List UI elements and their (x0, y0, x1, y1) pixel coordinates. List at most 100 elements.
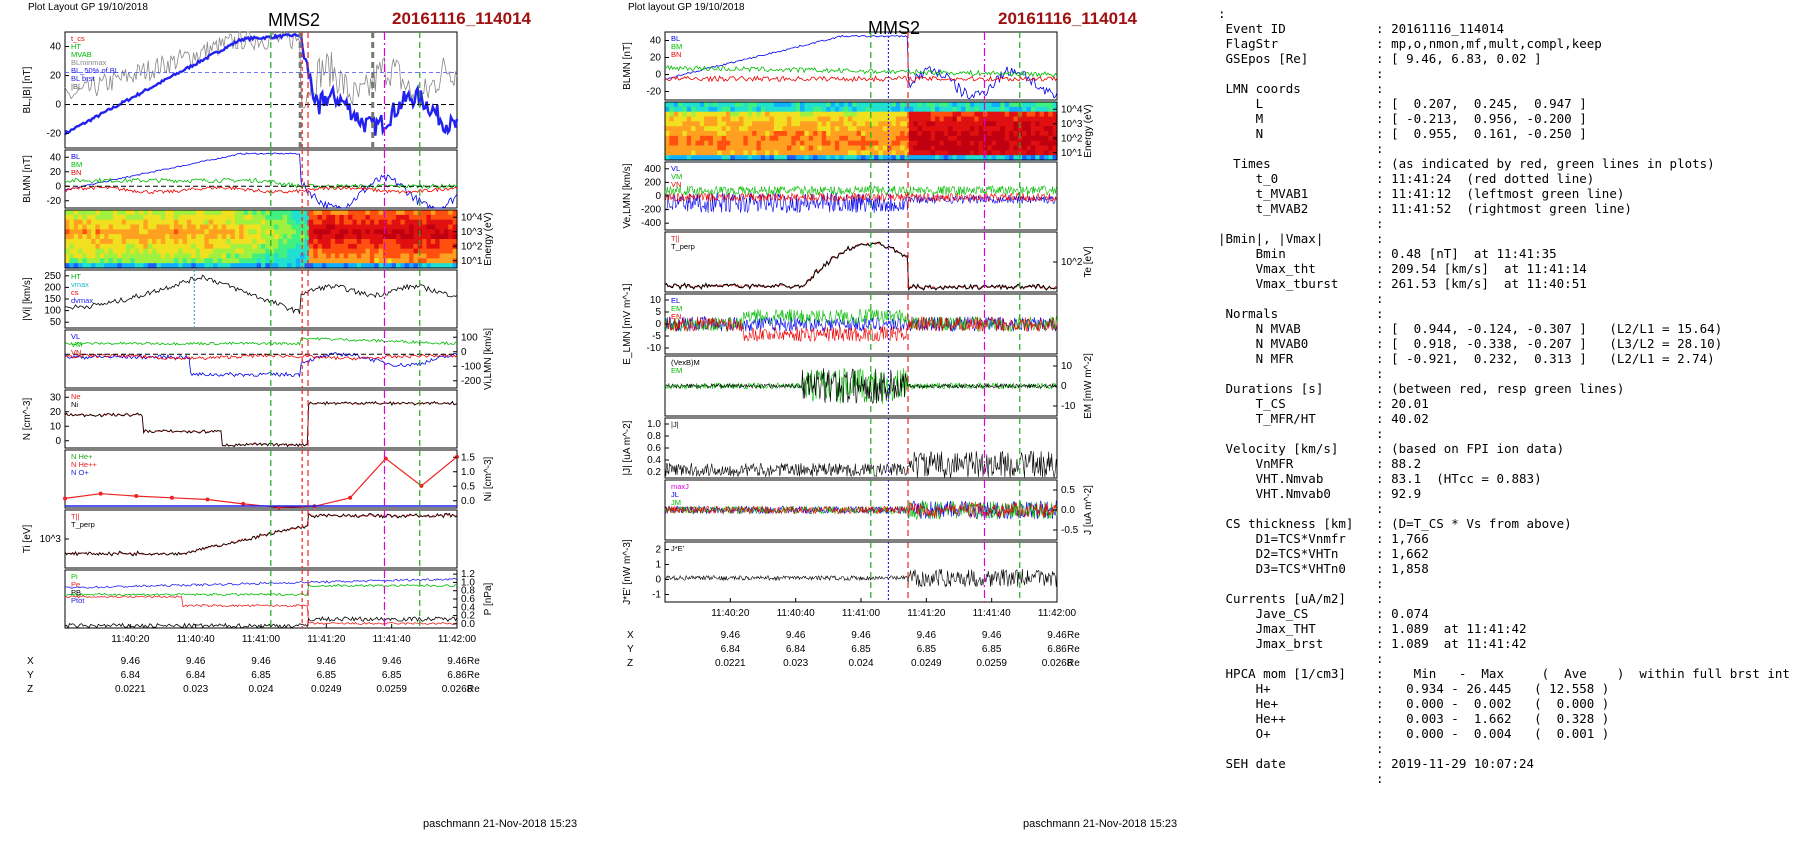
spectrogram-cell (965, 135, 971, 142)
info-line: He++ : 0.003 - 1.662 ( 0.328 ) (1218, 711, 1610, 726)
spectrogram-cell (813, 150, 819, 156)
spectrogram-cell (91, 229, 97, 235)
spectrogram-cell (743, 106, 749, 113)
spectrogram-cell (756, 140, 762, 147)
spectrogram-cell (112, 248, 118, 255)
spectrogram-cell (795, 106, 801, 113)
axis-label: |Vi| [km/s] (22, 277, 33, 321)
spectrogram-cell (73, 234, 79, 240)
info-line: L : [ 0.207, 0.245, 0.947 ] (1218, 96, 1587, 111)
spectrogram-cell (409, 248, 415, 255)
spectrogram-cell (195, 214, 201, 221)
spectrogram-cell (847, 126, 853, 132)
spectrogram-cell (252, 229, 258, 235)
spectrogram-cell (678, 140, 684, 147)
spectrogram-cell (678, 121, 684, 127)
spectrogram-cell (173, 219, 179, 226)
spectrogram-cell (221, 243, 227, 250)
spectrogram-cell (1022, 150, 1028, 156)
spectrogram-cell (169, 234, 175, 240)
spectrogram-cell (82, 214, 88, 221)
spectrogram-cell (956, 135, 962, 142)
info-line: Jave_CS : 0.074 (1218, 606, 1429, 621)
spectrogram-cell (847, 155, 853, 161)
spectrogram-cell (361, 214, 367, 221)
spectrogram-cell (878, 135, 884, 142)
spectrogram-cell (926, 145, 932, 151)
spectrogram-cell (926, 140, 932, 147)
spectrogram-cell (669, 150, 675, 156)
spectrogram-cell (69, 234, 75, 240)
spectrogram-cell (178, 239, 184, 245)
spectrogram-cell (208, 263, 214, 269)
info-line: N MVAB : [ 0.944, -0.124, -0.307 ] (L2/L… (1218, 321, 1723, 336)
spectrogram-cell (978, 121, 984, 127)
spectrogram-cell (117, 229, 123, 235)
spectrogram-cell (791, 131, 797, 137)
spectrogram-cell (156, 258, 162, 264)
spectrogram-cell (330, 253, 336, 259)
legend-entry: T|| (71, 512, 80, 521)
spectrogram-cell (839, 135, 845, 142)
spectrogram-cell (261, 239, 266, 245)
y-tick-label: 1 (655, 560, 661, 571)
spectrogram-cell (361, 234, 367, 240)
spectrogram-cell (882, 116, 888, 122)
spectrogram-cell (422, 248, 428, 255)
spectrogram-cell (821, 140, 827, 147)
spectrogram-cell (760, 155, 766, 161)
spectrogram-cell (130, 248, 136, 255)
spectrogram-cell (956, 102, 962, 108)
spectrogram-cell (708, 145, 714, 151)
spectrogram-cell (295, 258, 301, 264)
spectrogram-cell (869, 116, 875, 122)
info-line: : (1218, 651, 1384, 666)
ephem-value: 9.46 (121, 656, 141, 667)
spectrogram-cell (182, 248, 188, 255)
spectrogram-cell (165, 248, 171, 255)
spectrogram-cell (847, 111, 853, 118)
spectrogram-cell (252, 210, 258, 216)
spectrogram-cell (930, 121, 936, 127)
spectrogram-cell (852, 155, 858, 161)
spectrogram-cell (99, 234, 105, 240)
spectrogram-cell (952, 140, 958, 147)
spectrogram-cell (1039, 131, 1045, 137)
spectrogram-cell (112, 253, 118, 259)
spectrogram-cell (982, 155, 988, 161)
spectrogram-cell (356, 258, 362, 264)
spectrogram-cell (86, 214, 92, 221)
spectrogram-cell (982, 126, 988, 132)
spectrogram-cell (926, 150, 932, 156)
spectrogram-cell (291, 258, 297, 264)
spectrogram-cell (691, 131, 697, 137)
spectrogram-cell (969, 121, 975, 127)
spectrogram-cell (239, 219, 245, 226)
spectrogram-cell (717, 155, 723, 161)
legend-entry: t_cs (71, 34, 85, 43)
spectrogram-cell (721, 121, 727, 127)
spectrogram-cell (891, 155, 897, 161)
info-line: t_MVAB1 : 11:41:12 (leftmost green line) (1218, 186, 1625, 201)
spectrogram-cell (1048, 140, 1054, 147)
spectrogram-cell (443, 234, 449, 240)
spectrogram-cell (974, 145, 980, 151)
spectrogram-cell (917, 145, 923, 151)
spectrogram-cell (382, 263, 388, 269)
spectrogram-cell (409, 224, 415, 230)
spectrogram-cell (708, 121, 714, 127)
spectrogram-cell (908, 106, 914, 113)
spectrogram-cell (382, 234, 388, 240)
spectrogram-cell (996, 140, 1001, 147)
axis-label: BLMN [nT] (622, 42, 633, 90)
spectrogram-cell (86, 224, 92, 230)
spectrogram-cell (282, 258, 288, 264)
spectrogram-cell (921, 155, 927, 161)
spectrogram-cell (991, 116, 997, 122)
spectrogram-cell (226, 253, 232, 259)
spectrogram-cell (1043, 102, 1049, 108)
spectrogram-cell (430, 239, 436, 245)
spectrogram-cell (717, 131, 723, 137)
ephem-row-name: Z (27, 684, 33, 695)
spectrogram-cell (982, 131, 988, 137)
